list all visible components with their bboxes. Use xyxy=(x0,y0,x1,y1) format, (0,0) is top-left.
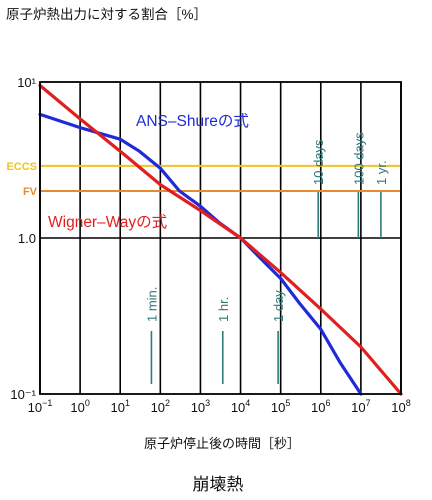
series-line-0 xyxy=(38,112,363,396)
x-tick-label-6: 105 xyxy=(271,398,290,415)
time-markers: 1 min. 1 hr. 1 day 10 days 100 days 1 yr. xyxy=(144,132,389,384)
y-axis-title: 原子炉熱出力に対する割合［%］ xyxy=(6,6,207,22)
marker-3-label: 10 days xyxy=(311,139,326,185)
x-tick-labels: 10−1 100 101 102 103 104 105 106 107 108 xyxy=(28,398,411,415)
series-label-1: Wigner–Wayの式 xyxy=(48,213,167,231)
y-tick-label-0: 10⁻¹ xyxy=(10,387,36,402)
series-label-0: ANS–Shureの式 xyxy=(136,112,249,130)
x-tick-label-0: 10−1 xyxy=(28,398,53,415)
x-tick-label-9: 108 xyxy=(391,398,410,415)
x-tick-label-5: 104 xyxy=(231,398,250,415)
marker-5-label: 1 yr. xyxy=(374,160,389,185)
reference-lines: ECCS FV xyxy=(6,161,401,198)
y-tick-label-1: 1.0 xyxy=(18,231,36,246)
figure-caption: 崩壊熱 xyxy=(193,475,244,494)
marker-4-label: 100 days xyxy=(351,132,366,185)
plot-frame xyxy=(39,81,402,395)
marker-0-label: 1 min. xyxy=(144,287,159,322)
y-tick-label-2: 10¹ xyxy=(17,75,36,90)
series-lines xyxy=(38,83,403,396)
x-tick-label-1: 100 xyxy=(70,398,89,415)
marker-2-label: 1 day xyxy=(271,290,286,322)
x-tick-label-7: 106 xyxy=(311,398,330,415)
marker-1-label: 1 hr. xyxy=(216,297,231,322)
reference-label-eccs: ECCS xyxy=(6,161,37,173)
y-tick-labels: 10⁻¹ 1.0 10¹ xyxy=(10,75,36,402)
series-line-1 xyxy=(38,83,403,396)
x-axis-title: 原子炉停止後の時間［秒］ xyxy=(144,436,300,451)
x-tick-label-4: 103 xyxy=(191,398,210,415)
x-tick-label-8: 107 xyxy=(351,398,370,415)
reference-label-fv: FV xyxy=(23,186,38,198)
x-tick-label-3: 102 xyxy=(151,398,170,415)
series-labels: ANS–Shureの式 Wigner–Wayの式 xyxy=(48,112,249,231)
x-tick-label-2: 101 xyxy=(110,398,129,415)
